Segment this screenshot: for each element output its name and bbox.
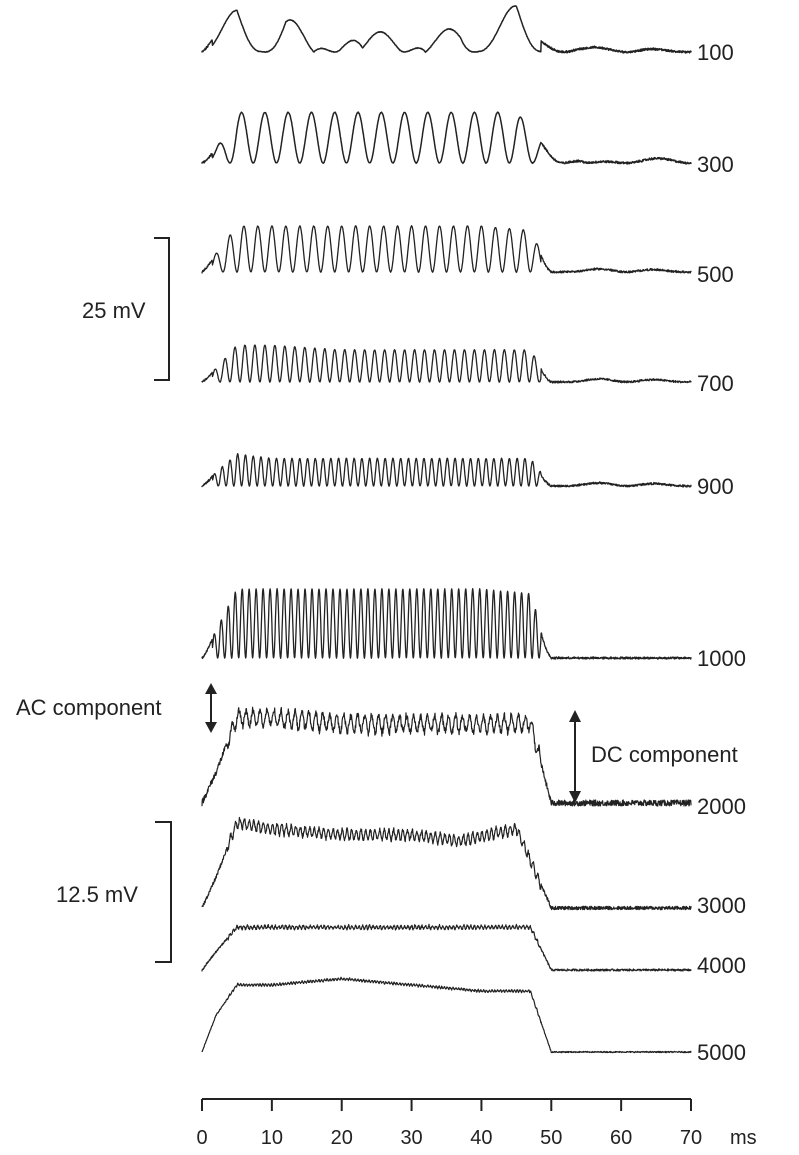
dc-component-annotation: DC component bbox=[569, 710, 738, 803]
scale-bar-12-5mv: 12.5 mV bbox=[56, 821, 172, 963]
trace-700 bbox=[201, 344, 692, 384]
trace-100 bbox=[201, 5, 692, 54]
frequency-label-4000: 4000 bbox=[697, 953, 746, 978]
frequency-label-700: 700 bbox=[697, 371, 734, 396]
x-ticks: 0 10 20 30 40 50 60 70 bbox=[196, 1099, 702, 1149]
ac-component-annotation: AC component bbox=[16, 683, 217, 733]
trace-2000 bbox=[201, 706, 692, 807]
trace-5000 bbox=[201, 976, 692, 1054]
scale-bar-25mv: 25 mV bbox=[82, 237, 170, 381]
frequency-label-3000: 3000 bbox=[697, 893, 746, 918]
x-tick-label-10: 10 bbox=[261, 1127, 283, 1149]
x-tick-label-60: 60 bbox=[610, 1127, 632, 1149]
frequency-label-1000: 1000 bbox=[697, 646, 746, 671]
traces-group bbox=[201, 5, 692, 1054]
scale-bar-12-5mv-label: 12.5 mV bbox=[56, 882, 138, 907]
x-tick-label-20: 20 bbox=[331, 1127, 353, 1149]
x-tick-label-50: 50 bbox=[540, 1127, 562, 1149]
x-tick-label-70: 70 bbox=[680, 1127, 702, 1149]
frequency-label-500: 500 bbox=[697, 262, 734, 287]
x-tick-label-40: 40 bbox=[470, 1127, 492, 1149]
ac-component-label: AC component bbox=[16, 695, 162, 720]
trace-3000 bbox=[201, 816, 692, 911]
x-tick-label-30: 30 bbox=[400, 1127, 422, 1149]
frequency-label-300: 300 bbox=[697, 152, 734, 177]
scale-bar-25mv-label: 25 mV bbox=[82, 298, 146, 323]
frequency-label-5000: 5000 bbox=[697, 1040, 746, 1065]
dc-component-label: DC component bbox=[591, 742, 738, 767]
trace-900 bbox=[201, 453, 692, 488]
frequency-labels: 100 300 500 700 900 1000 2000 3000 4000 5000 bbox=[697, 40, 746, 1065]
trace-300 bbox=[201, 111, 692, 165]
frequency-label-900: 900 bbox=[697, 474, 734, 499]
frequency-label-2000: 2000 bbox=[697, 794, 746, 819]
x-tick-label-0: 0 bbox=[196, 1127, 207, 1149]
trace-1000 bbox=[201, 588, 692, 660]
trace-500 bbox=[201, 225, 692, 274]
x-axis-unit: ms bbox=[730, 1127, 757, 1149]
x-axis: 0 10 20 30 40 50 60 70 ms bbox=[196, 1098, 757, 1149]
frequency-label-100: 100 bbox=[697, 40, 734, 65]
trace-4000 bbox=[201, 923, 692, 972]
